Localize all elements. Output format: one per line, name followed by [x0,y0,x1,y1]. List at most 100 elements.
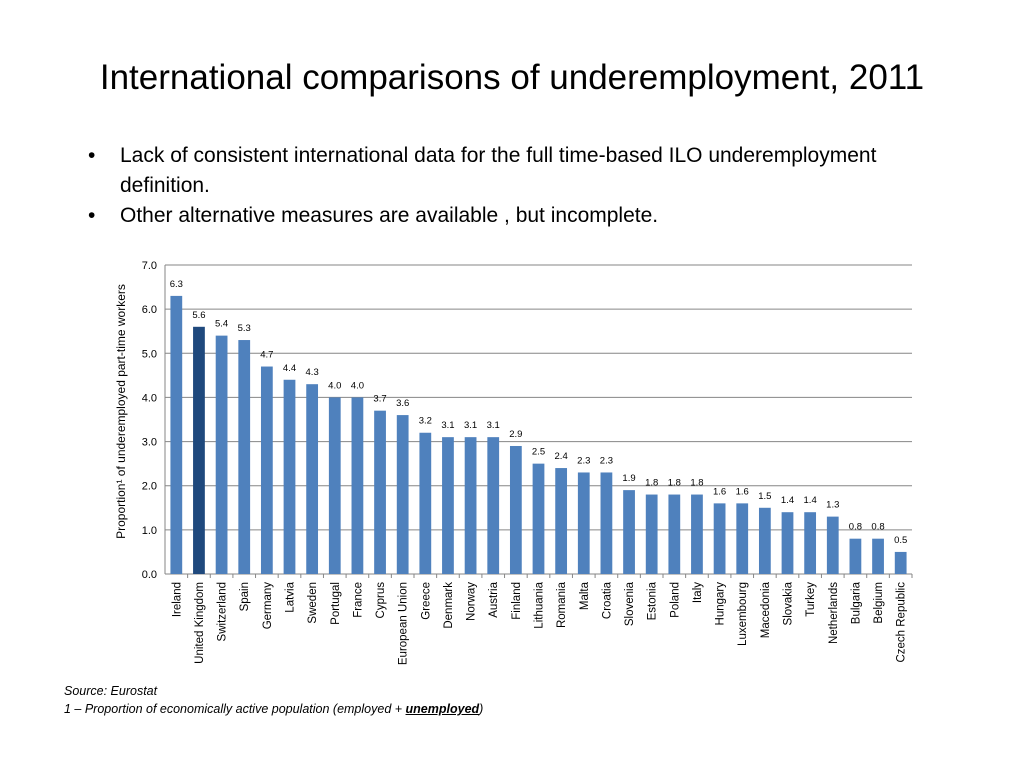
source-line: Source: Eurostat [64,684,158,698]
data-label: 5.6 [192,310,205,321]
bar [170,295,183,574]
data-label: 2.4 [555,451,568,462]
bar [419,432,432,574]
data-label: 1.5 [758,491,771,502]
x-tick-label: Netherlands [828,582,840,644]
bar [193,326,205,574]
data-label: 1.6 [713,486,726,497]
data-label: 3.6 [396,398,409,409]
x-tick-label: Belgium [873,582,885,624]
bar [215,335,228,574]
bar [260,366,273,574]
data-label: 2.9 [509,429,522,440]
footnote: 1 – Proportion of economically active po… [64,700,483,718]
data-label: 2.5 [532,447,545,458]
x-tick-label: Slovakia [783,581,795,625]
bar [577,472,590,574]
footnote-suffix: ) [479,702,484,716]
y-tick-label: 6.0 [142,304,157,316]
x-tick-label: Spain [239,582,251,611]
x-tick-label: Finland [511,582,523,620]
y-tick-label: 3.0 [142,437,157,449]
bar [691,494,703,574]
data-label: 4.3 [306,367,319,378]
data-label: 1.4 [804,495,817,506]
bar [804,512,817,574]
bar [758,507,771,574]
bar [555,468,568,574]
bar [623,490,635,574]
data-label: 6.3 [170,279,183,290]
bullet-text: Lack of consistent international data fo… [120,144,877,197]
data-label: 0.8 [849,522,862,533]
bar [328,397,341,574]
x-tick-label: Turkey [805,582,817,617]
bar [442,437,454,574]
data-label: 1.8 [645,478,658,489]
y-tick-label: 7.0 [142,260,157,272]
data-label: 0.8 [871,522,884,533]
x-tick-label: Ireland [171,582,183,617]
x-tick-label: Switzerland [217,582,229,641]
data-label: 4.7 [260,350,273,361]
bullet-glyph: • [88,144,96,167]
y-tick-label: 2.0 [142,481,157,493]
bullet-text: Other alternative measures are available… [120,204,659,227]
x-tick-label: Hungary [715,582,727,626]
footnote-prefix: 1 – Proportion of economically active po… [64,702,406,716]
x-tick-label: Germany [262,582,274,630]
data-label: 1.8 [668,478,681,489]
bar [487,437,500,574]
y-tick-label: 4.0 [142,392,157,404]
y-axis-label: Proportion¹ of underemployed part-time w… [114,284,128,539]
bar [736,503,749,574]
x-tick-label: Poland [669,582,681,618]
x-tick-label: Estonia [647,581,659,620]
x-tick-label: Czech Republic [896,582,908,663]
bar [374,410,386,574]
x-tick-label: France [352,582,364,618]
bullet-glyph: • [88,204,96,227]
data-label: 4.0 [351,380,364,391]
x-tick-label: Slovenia [624,581,636,626]
bar [532,463,545,574]
bar [238,340,251,574]
footnote-emphasis: unemployed [405,702,480,716]
bar [713,503,726,574]
bar [668,494,681,574]
data-label: 2.3 [577,455,590,466]
bar [464,437,477,574]
data-label: 3.1 [441,420,454,431]
x-tick-label: Italy [692,582,704,603]
bar [509,445,522,574]
data-label: 1.3 [826,500,839,511]
data-label: 2.3 [600,455,613,466]
data-label: 3.1 [464,420,477,431]
bar [600,472,613,574]
x-tick-label: Malta [579,581,591,610]
x-tick-label: Austria [488,581,500,617]
data-label: 4.0 [328,380,341,391]
x-tick-label: Bulgaria [850,581,862,624]
data-label: 3.1 [487,420,500,431]
bullet-item: • Lack of consistent international data … [88,141,948,201]
data-label: 3.7 [373,394,386,405]
data-label: 4.4 [283,363,296,374]
source-note: Source: Eurostat 1 – Proportion of econo… [64,682,483,718]
x-tick-label: European Union [398,582,410,665]
data-label: 0.5 [894,535,907,546]
bar [351,397,364,574]
slide-title: International comparisons of underemploy… [99,58,925,97]
data-label: 1.9 [622,473,635,484]
bar [894,551,907,574]
x-tick-label: Portugal [330,582,342,625]
bar [849,538,862,574]
y-tick-label: 0.0 [142,569,157,581]
x-tick-label: Lithuania [534,581,546,628]
data-label: 1.6 [736,486,749,497]
bar [645,494,658,574]
x-tick-label: Norway [466,582,478,621]
x-tick-label: United Kingdom [194,582,206,664]
bar [872,538,884,574]
